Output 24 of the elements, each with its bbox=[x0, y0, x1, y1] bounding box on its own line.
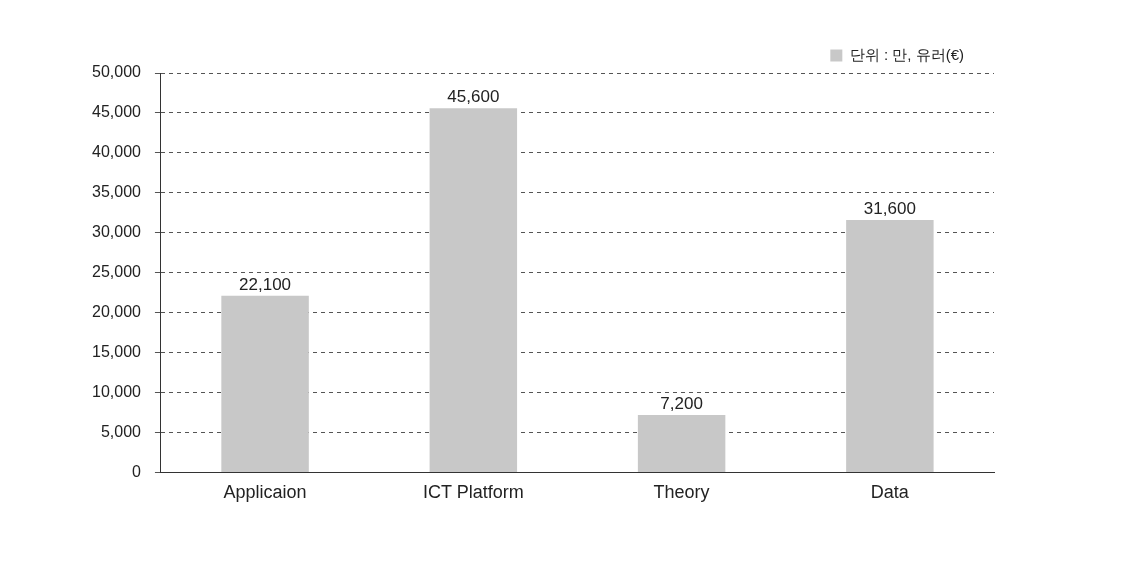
legend-label: 단위 : 만, 유러(€) bbox=[849, 45, 964, 63]
y-tick-label: 45,000 bbox=[92, 103, 142, 121]
y-tick-label: 25,000 bbox=[92, 263, 142, 281]
y-tick-label: 0 bbox=[132, 462, 142, 480]
data-label: 45,600 bbox=[447, 87, 500, 107]
y-tick-label: 40,000 bbox=[92, 143, 142, 161]
y-tick-label: 20,000 bbox=[92, 303, 142, 321]
x-tick-label: Applicaion bbox=[223, 482, 307, 503]
x-tick-label: Data bbox=[870, 482, 910, 503]
x-tick-label: Theory bbox=[653, 482, 710, 503]
y-tick-label: 5,000 bbox=[100, 422, 142, 440]
x-tick-label: ICT Platform bbox=[422, 482, 524, 503]
y-tick-label: 35,000 bbox=[92, 183, 142, 201]
data-label: 7,200 bbox=[660, 394, 703, 414]
y-tick-label: 10,000 bbox=[92, 382, 142, 400]
data-label: 31,600 bbox=[863, 199, 916, 219]
y-tick-label: 30,000 bbox=[92, 223, 142, 241]
bar bbox=[221, 295, 309, 472]
bar bbox=[429, 108, 518, 472]
data-label: 22,100 bbox=[239, 275, 292, 295]
y-tick-label: 15,000 bbox=[92, 342, 142, 360]
y-tick-label: 50,000 bbox=[92, 63, 142, 81]
bar bbox=[846, 219, 934, 472]
bar bbox=[637, 414, 726, 472]
